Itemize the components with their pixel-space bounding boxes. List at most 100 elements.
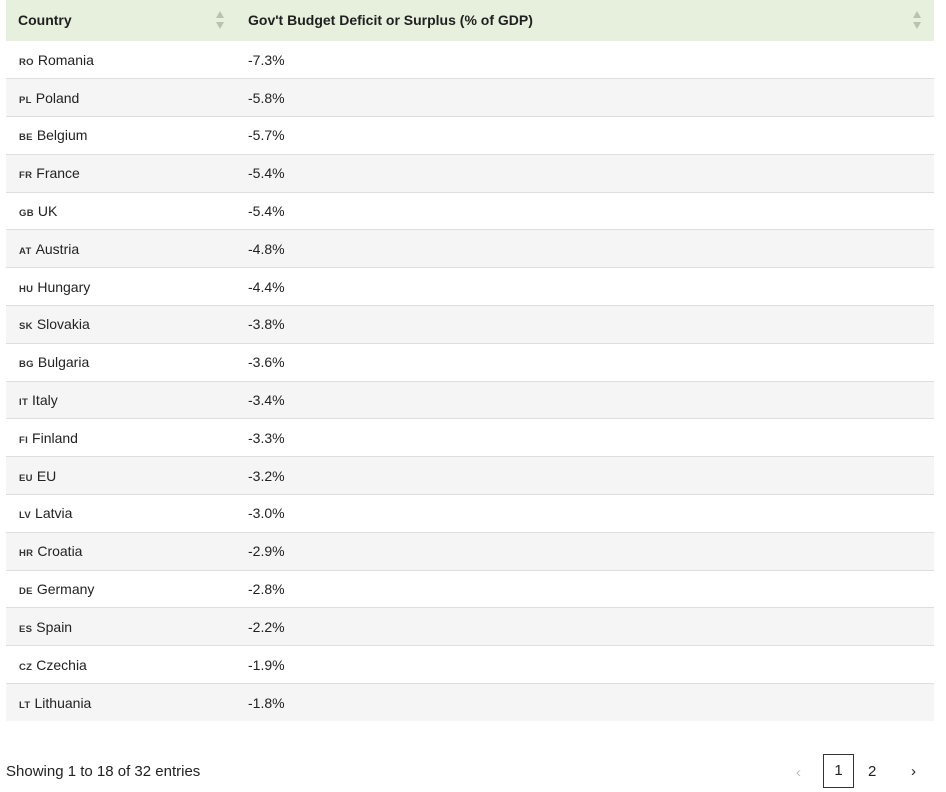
table-header: Country Gov't Budget Deficit or Surplus …: [6, 0, 934, 41]
country-code-flag-icon: CZ: [19, 661, 33, 673]
table-row: LT Lithuania -1.8%: [6, 683, 934, 722]
table-row: SK Slovakia -3.8%: [6, 305, 934, 344]
country-code-flag-icon: HU: [19, 283, 34, 295]
budget-value-cell: -2.2%: [237, 607, 934, 646]
country-code-flag-icon: BG: [19, 359, 34, 371]
country-code-flag-icon: LV: [19, 510, 32, 522]
budget-value-cell: -5.7%: [237, 116, 934, 155]
column-header-label: Gov't Budget Deficit or Surplus (% of GD…: [248, 12, 533, 28]
budget-value-cell: -3.3%: [237, 418, 934, 457]
country-cell: DE Germany: [6, 569, 237, 608]
table-row: RO Romania -7.3%: [6, 41, 934, 79]
country-cell: FI Finland: [6, 418, 237, 457]
country-name: Poland: [35, 89, 80, 106]
budget-value-cell: -3.0%: [237, 494, 934, 533]
country-code-flag-icon: ES: [19, 623, 33, 635]
country-cell: LT Lithuania: [6, 683, 237, 722]
budget-deficit-table: Country Gov't Budget Deficit or Surplus …: [6, 0, 934, 722]
country-name: Germany: [36, 581, 95, 598]
country-name: Belgium: [36, 127, 88, 144]
budget-value-cell: -4.4%: [237, 267, 934, 306]
country-cell: FR France: [6, 153, 237, 193]
country-cell: IT Italy: [6, 380, 237, 419]
country-name: Czechia: [36, 656, 87, 673]
country-name: Austria: [35, 240, 80, 257]
country-code-flag-icon: IT: [19, 397, 29, 409]
country-code-flag-icon: PL: [19, 94, 32, 106]
header-row: Country Gov't Budget Deficit or Surplus …: [6, 0, 934, 41]
country-name: Bulgaria: [37, 354, 90, 371]
country-name: Lithuania: [34, 694, 92, 711]
country-name: Latvia: [35, 505, 73, 522]
country-cell: LV Latvia: [6, 494, 237, 533]
budget-value-cell: -5.8%: [237, 78, 934, 117]
country-name: Spain: [36, 618, 73, 635]
column-header-label: Country: [18, 12, 72, 28]
budget-value-cell: -1.8%: [237, 683, 934, 722]
country-cell: BE Belgium: [6, 116, 237, 155]
table-row: AT Austria -4.8%: [6, 229, 934, 268]
column-header-country[interactable]: Country: [6, 0, 237, 41]
table-row: HU Hungary -4.4%: [6, 267, 934, 306]
budget-value-cell: -2.9%: [237, 531, 934, 571]
budget-value-cell: -3.8%: [237, 305, 934, 344]
budget-value-cell: -3.4%: [237, 380, 934, 419]
budget-value-cell: -2.8%: [237, 569, 934, 608]
country-cell: CZ Czechia: [6, 645, 237, 684]
country-cell: RO Romania: [6, 41, 237, 79]
table-row: BE Belgium -5.7%: [6, 116, 934, 155]
country-name: Italy: [32, 392, 58, 409]
entries-info: Showing 1 to 18 of 32 entries: [6, 763, 201, 780]
country-code-flag-icon: RO: [19, 56, 34, 68]
table-row: HR Croatia -2.9%: [6, 531, 934, 571]
sort-icon[interactable]: [913, 11, 922, 31]
budget-value-cell: -3.2%: [237, 456, 934, 495]
budget-value-cell: -5.4%: [237, 191, 934, 230]
pagination-next-button[interactable]: ›: [911, 763, 916, 780]
budget-value-cell: -4.8%: [237, 229, 934, 268]
country-code-flag-icon: FI: [19, 434, 29, 446]
country-name: Croatia: [37, 543, 83, 560]
country-cell: AT Austria: [6, 229, 237, 268]
table-row: GB UK -5.4%: [6, 191, 934, 230]
country-cell: ES Spain: [6, 607, 237, 646]
country-name: EU: [36, 467, 57, 484]
country-cell: SK Slovakia: [6, 305, 237, 344]
country-name: Slovakia: [36, 316, 90, 333]
table-row: FR France -5.4%: [6, 153, 934, 193]
pagination-prev-button[interactable]: ‹: [796, 764, 801, 781]
country-name: Finland: [32, 429, 78, 446]
country-name: Hungary: [37, 278, 91, 295]
country-cell: HR Croatia: [6, 531, 237, 571]
budget-value-cell: -5.4%: [237, 153, 934, 193]
country-cell: PL Poland: [6, 78, 237, 117]
table-row: PL Poland -5.8%: [6, 78, 934, 117]
country-code-flag-icon: HR: [19, 548, 34, 560]
budget-value-cell: -3.6%: [237, 342, 934, 382]
country-code-flag-icon: BE: [19, 132, 33, 144]
country-code-flag-icon: SK: [19, 321, 33, 333]
table-row: ES Spain -2.2%: [6, 607, 934, 646]
country-name: France: [36, 165, 80, 182]
country-cell: BG Bulgaria: [6, 342, 237, 382]
country-cell: HU Hungary: [6, 267, 237, 306]
sort-icon[interactable]: [216, 11, 225, 31]
pagination-page-1[interactable]: 1: [823, 754, 854, 788]
country-name: Romania: [37, 51, 94, 68]
country-code-flag-icon: AT: [19, 245, 32, 257]
table-row: DE Germany -2.8%: [6, 569, 934, 608]
table-row: CZ Czechia -1.9%: [6, 645, 934, 684]
country-name: UK: [37, 203, 58, 220]
table-body: RO Romania -7.3% PL Poland -5.8% BE Belgium -5.7…: [6, 41, 934, 722]
data-table-container: Country Gov't Budget Deficit or Surplus …: [6, 0, 934, 722]
budget-value-cell: -7.3%: [237, 41, 934, 79]
table-row: FI Finland -3.3%: [6, 418, 934, 457]
country-code-flag-icon: EU: [19, 472, 33, 484]
country-code-flag-icon: DE: [19, 586, 33, 598]
country-code-flag-icon: GB: [19, 208, 34, 220]
budget-value-cell: -1.9%: [237, 645, 934, 684]
country-code-flag-icon: LT: [19, 699, 31, 711]
pagination-page-2[interactable]: 2: [868, 763, 877, 780]
column-header-budget[interactable]: Gov't Budget Deficit or Surplus (% of GD…: [237, 0, 934, 41]
country-cell: EU EU: [6, 456, 237, 495]
